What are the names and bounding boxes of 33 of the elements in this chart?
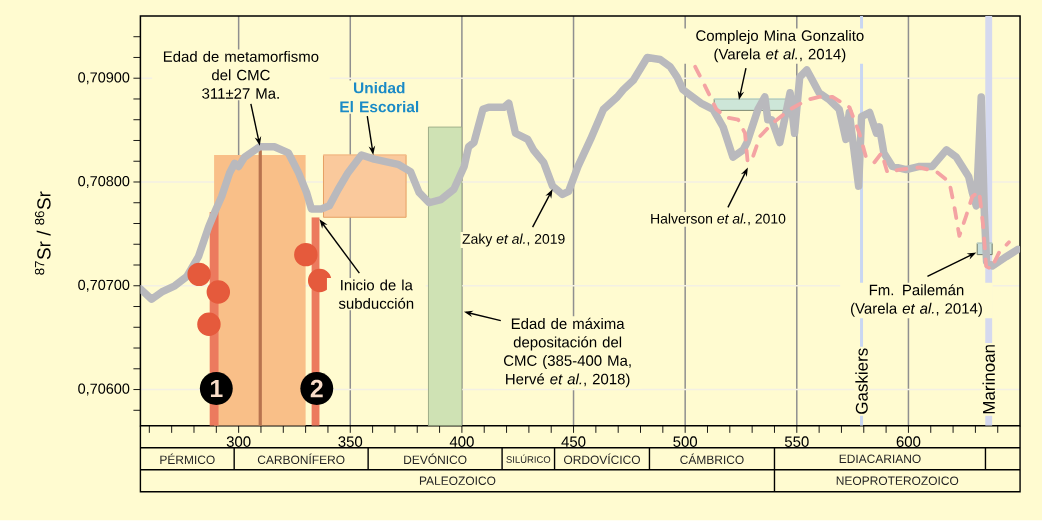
y-tick-label: 0,70900 <box>78 72 130 85</box>
text: SILÚRICO <box>506 454 551 464</box>
annotation: Inicio de la subducción <box>338 279 414 310</box>
x-tick-label: 450 <box>561 436 586 448</box>
text: CARBONÍFERO <box>257 453 345 465</box>
text: ORDOVÍCICO <box>564 453 640 465</box>
annotation: Zaky et al., 2019 <box>462 233 565 247</box>
text: CÁMBRICO <box>680 453 744 465</box>
text: NEOPROTEROZOICO <box>836 476 959 486</box>
annotation: Unidad El Escorial <box>340 82 419 113</box>
x-tick-label: 300 <box>226 436 251 448</box>
x-tick-label: 500 <box>673 436 698 448</box>
annotation: Halverson et al., 2010 <box>651 213 786 226</box>
x-tick-label: 600 <box>896 436 921 448</box>
y-tick-label: 0,70700 <box>78 279 130 292</box>
annotation: 2 <box>310 379 323 398</box>
annotation: Complejo Mina Gonzalito (Varela et al., 2014) <box>696 30 864 63</box>
band-label: Marinoan <box>982 345 995 414</box>
annotation: Edad de máxima depositación del CMC (385-400 Ma, Hervé et al., 2018) <box>503 318 631 388</box>
annotation: Edad de metamorfismo del CMC 311±27 Ma. <box>163 51 319 99</box>
y-tick-label: 0,70800 <box>78 176 130 189</box>
ref-line-label: Gaskiers <box>855 348 868 415</box>
x-tick-label: 400 <box>449 436 474 448</box>
x-tick-label: 550 <box>784 436 809 448</box>
annotation: Fm. Pailemán (Varela et al., 2014) <box>851 284 982 317</box>
text: DEVÓNICO <box>404 453 467 465</box>
text: EDIACARIANO <box>839 454 921 464</box>
x-tick-label: 350 <box>338 436 363 448</box>
y-tick-label: 0,70600 <box>78 383 130 396</box>
annotation: 1 <box>210 380 223 398</box>
text: PÉRMICO <box>160 453 215 465</box>
y-axis-title: $^{87}$Sr / $^{86}$Sr <box>34 191 51 275</box>
text: PALEOZOICO <box>419 476 496 486</box>
